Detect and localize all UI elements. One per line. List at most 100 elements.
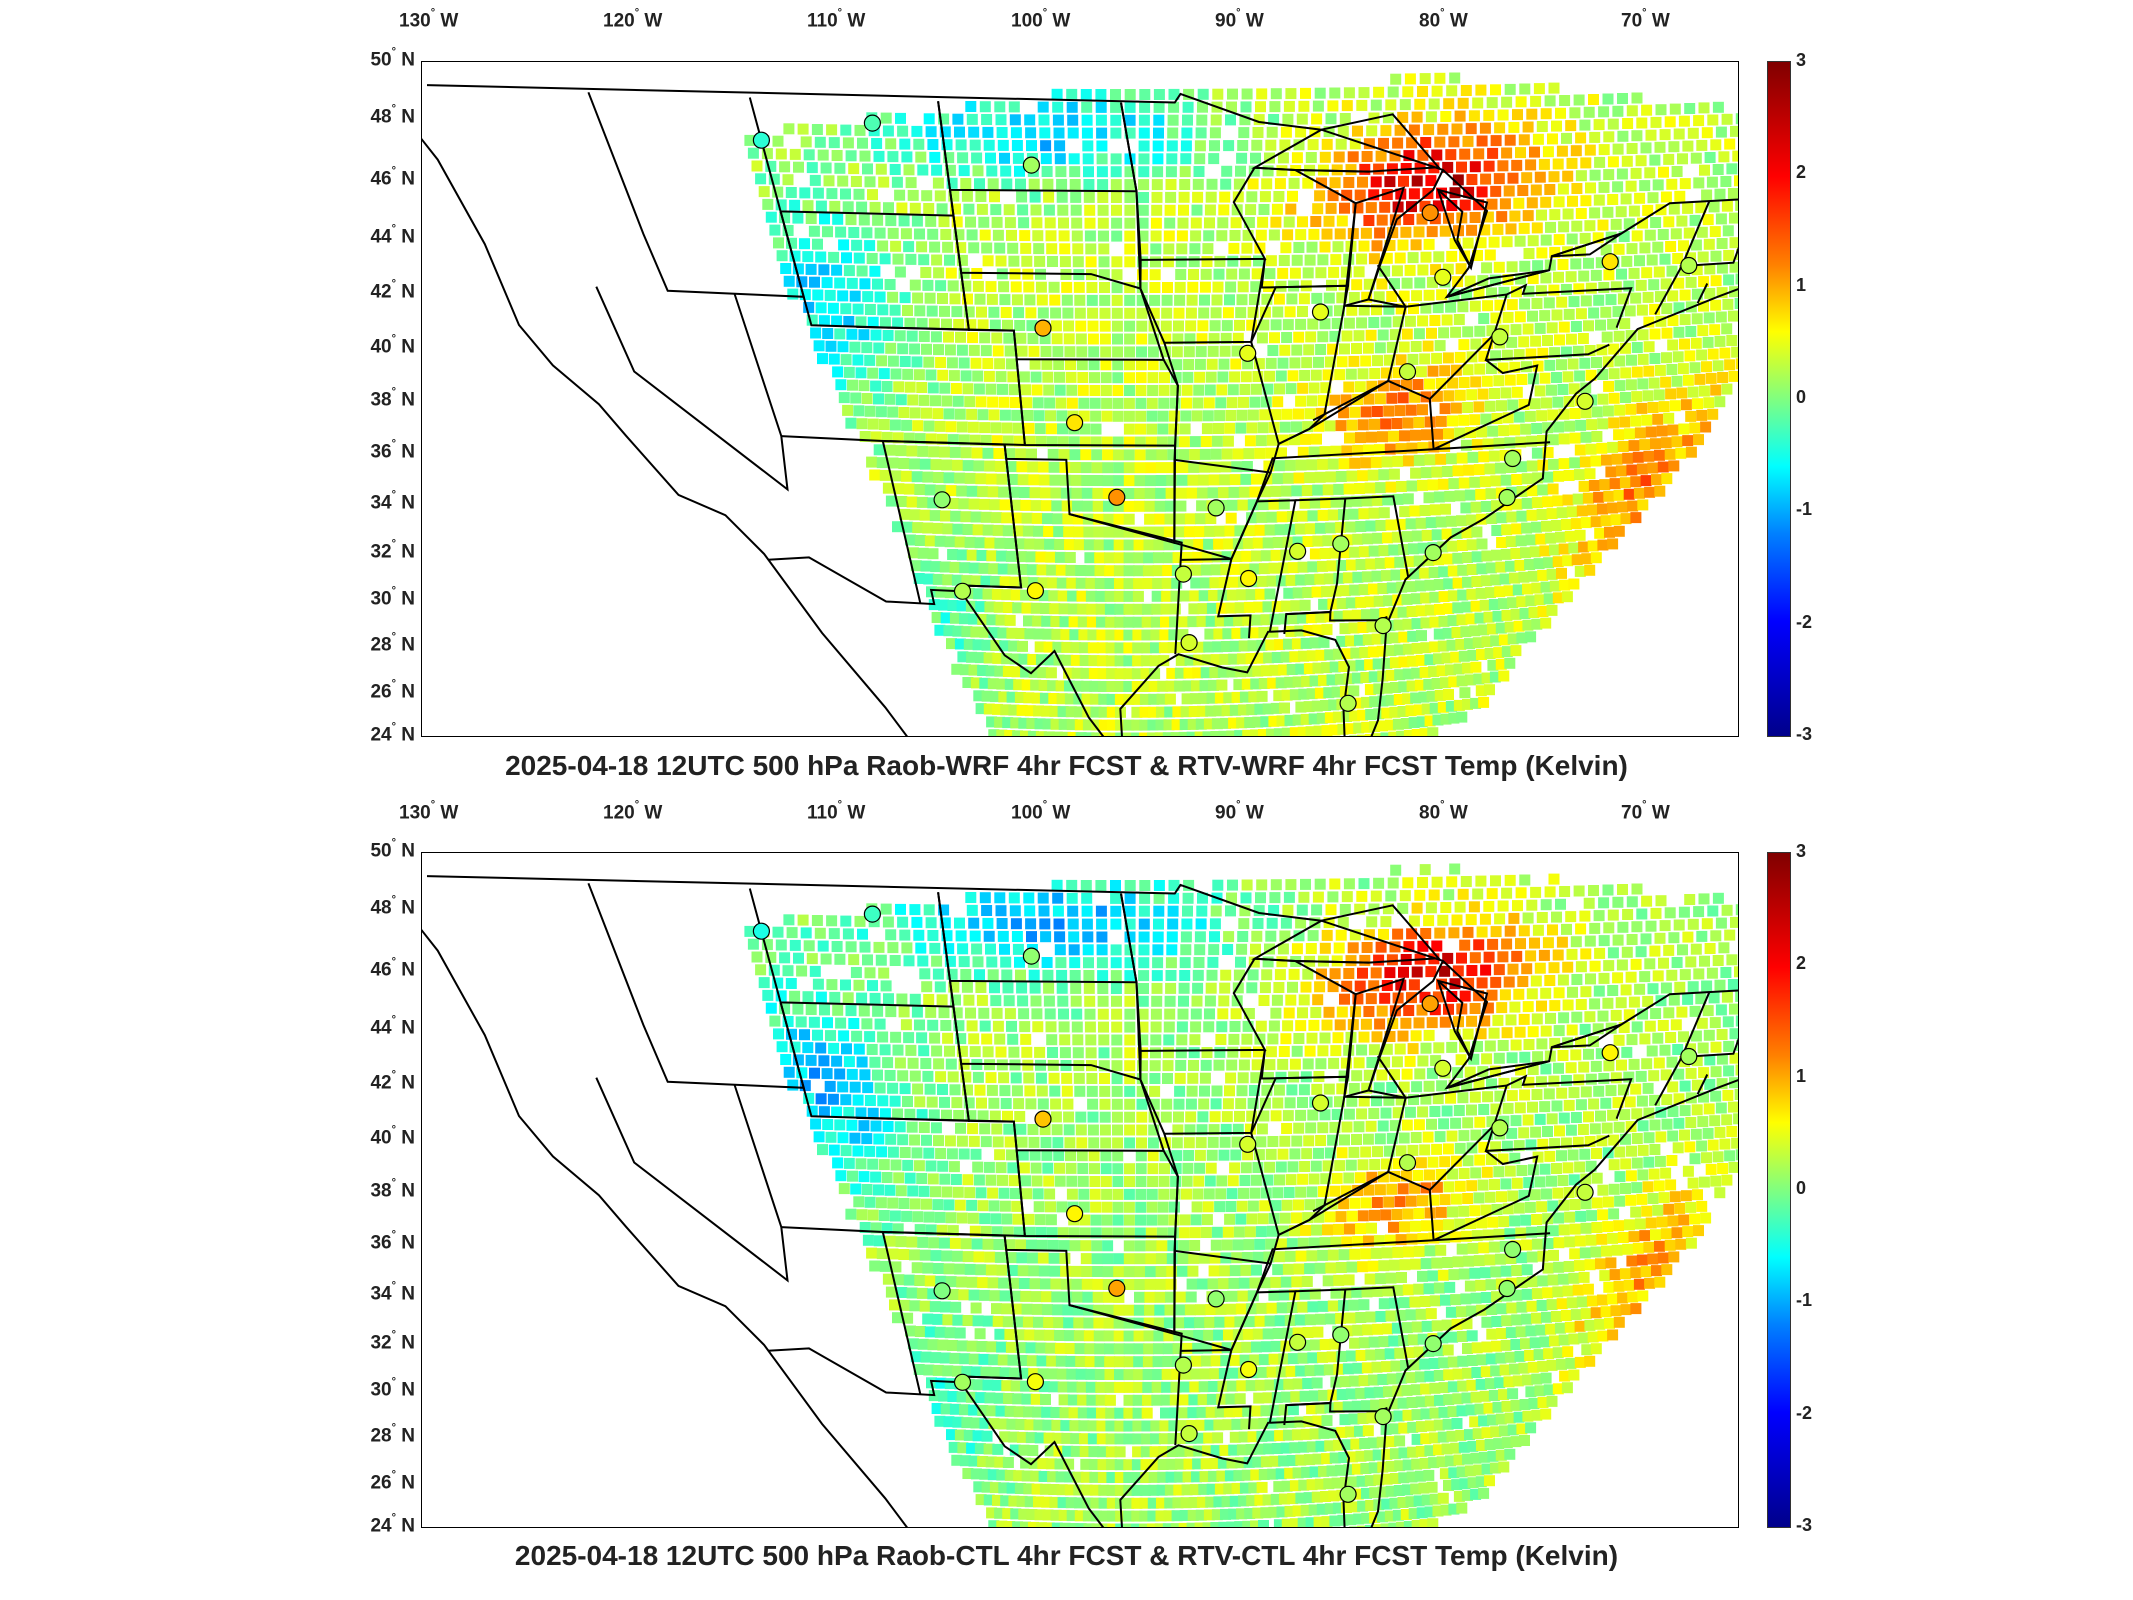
raob-station-marker xyxy=(1374,1407,1392,1426)
state-boundary xyxy=(1367,169,1444,308)
raob-station-marker xyxy=(1180,1424,1198,1443)
lat-tick-label: 34° N xyxy=(370,489,415,514)
state-boundary xyxy=(960,272,1166,361)
great-lake xyxy=(1343,186,1406,308)
lat-tick-label: 26° N xyxy=(370,1469,415,1494)
state-boundary xyxy=(1376,1055,1407,1099)
raob-station-marker xyxy=(1239,569,1258,588)
lat-tick-label: 30° N xyxy=(370,585,415,610)
raob-station-marker xyxy=(1398,1154,1417,1172)
raob-station-marker xyxy=(1108,1279,1126,1297)
raob-station-marker xyxy=(1207,1290,1225,1308)
raob-station-marker xyxy=(1434,268,1452,286)
great-lake xyxy=(1551,232,1623,258)
raob-station-marker xyxy=(1576,1183,1594,1201)
map-panel-bottom: 130° W 120° W 110° W 100° W 90° W 80° W 70° W … xyxy=(0,792,2133,1592)
lat-tick-label: 24° N xyxy=(370,721,415,746)
raob-station-marker xyxy=(752,131,770,149)
raob-station-marker xyxy=(1503,1240,1522,1259)
raob-station-marker xyxy=(1601,253,1619,271)
raob-station-marker xyxy=(1311,1094,1330,1112)
raob-station-marker xyxy=(1034,319,1052,337)
lat-tick-label: 36° N xyxy=(370,1229,415,1254)
lon-tick-label: 130° W xyxy=(399,799,459,824)
state-boundary xyxy=(1180,1348,1252,1430)
lat-tick-label: 34° N xyxy=(370,1280,415,1305)
panel-title: 2025-04-18 12UTC 500 hPa Raob-CTL 4hr FC… xyxy=(514,1540,1619,1571)
lat-tick-label: 24° N xyxy=(370,1512,415,1537)
map-panel-top: 130° W 120° W 110° W 100° W 90° W 80° W 70° W … xyxy=(370,7,1813,781)
raob-station-marker xyxy=(1491,1119,1509,1137)
state-boundary xyxy=(1139,1049,1266,1135)
lon-tick-label: 110° W xyxy=(807,7,866,32)
lat-tick-label: 48° N xyxy=(370,103,415,128)
lat-tick-label: 50° N xyxy=(370,837,415,862)
colorbar-tick-label: 3 xyxy=(1796,50,1807,70)
state-boundary xyxy=(1376,264,1407,308)
colorbar-tick-label: 2 xyxy=(1796,953,1807,974)
raob-station-marker xyxy=(1503,449,1522,468)
map-frame xyxy=(421,852,1739,1528)
raob-station-marker xyxy=(1421,204,1439,222)
lon-tick-label: 80° W xyxy=(1419,799,1468,824)
lat-tick-label: 46° N xyxy=(370,165,415,190)
state-boundary xyxy=(1250,284,1350,445)
raob-station-marker xyxy=(1174,565,1193,583)
raob-station-marker xyxy=(953,1373,972,1391)
state-boundary xyxy=(1230,499,1297,632)
colorbar-tick-label: -3 xyxy=(1796,1515,1813,1535)
colorbar-tick-label: -3 xyxy=(1796,724,1813,744)
raob-station-marker xyxy=(1065,414,1084,432)
raob-station-marker xyxy=(1108,488,1126,506)
state-boundary xyxy=(949,980,1142,1081)
raob-station-marker xyxy=(1288,542,1307,560)
raob-station-marker xyxy=(1680,256,1698,275)
great-lake xyxy=(1343,977,1406,1099)
raob-station-marker xyxy=(1034,1110,1052,1128)
raob-station-marker xyxy=(1680,1047,1698,1066)
state-boundary xyxy=(1433,1150,1551,1242)
state-boundary xyxy=(1312,1095,1407,1213)
colorbar-tick-label: -2 xyxy=(1796,611,1813,632)
lon-tick-label: 130° W xyxy=(399,7,459,32)
raob-station-marker xyxy=(1421,995,1439,1013)
colorbar-tick-label: 2 xyxy=(1796,162,1807,183)
lat-tick-label: 42° N xyxy=(370,278,415,303)
raob-station-marker xyxy=(1180,633,1198,652)
raob-station-marker xyxy=(1288,1333,1307,1351)
colorbar xyxy=(1767,61,1791,737)
lat-tick-label: 46° N xyxy=(370,956,415,981)
lat-tick-label: 28° N xyxy=(370,1422,415,1447)
state-boundary xyxy=(1250,1075,1350,1236)
state-boundary xyxy=(1256,448,1434,502)
raob-station-marker xyxy=(1022,156,1041,174)
colorbar-tick-label: 0 xyxy=(1796,387,1807,407)
lat-tick-label: 44° N xyxy=(370,1014,415,1039)
state-boundary xyxy=(1680,200,1711,267)
temperature-field xyxy=(744,863,1738,1527)
lon-tick-label: 90° W xyxy=(1215,7,1264,32)
map-plot xyxy=(422,72,1738,736)
state-boundary xyxy=(1506,283,1633,329)
state-boundary xyxy=(1437,980,1472,1060)
state-boundary xyxy=(1484,1124,1610,1152)
colorbar-tick-label: 1 xyxy=(1796,1065,1807,1086)
state-boundary xyxy=(1120,102,1267,261)
state-boundary xyxy=(595,286,789,492)
lat-tick-label: 38° N xyxy=(370,386,415,411)
lat-tick-label: 38° N xyxy=(370,1177,415,1202)
colorbar-tick-label: -1 xyxy=(1796,499,1813,520)
state-boundary xyxy=(1069,513,1183,655)
lon-tick-label: 70° W xyxy=(1621,7,1670,32)
raob-station-marker xyxy=(1576,392,1594,410)
temperature-field xyxy=(744,72,1738,736)
lat-tick-label: 40° N xyxy=(370,1124,415,1149)
state-boundary xyxy=(1696,1074,1709,1095)
raob-station-marker xyxy=(1498,1279,1516,1298)
raob-station-marker xyxy=(1434,1059,1452,1077)
state-boundary xyxy=(960,1063,1166,1152)
lon-tick-label: 100° W xyxy=(1011,799,1071,824)
state-boundary xyxy=(587,882,806,1089)
great-lake xyxy=(1251,113,1441,173)
state-boundary xyxy=(1069,1304,1183,1446)
